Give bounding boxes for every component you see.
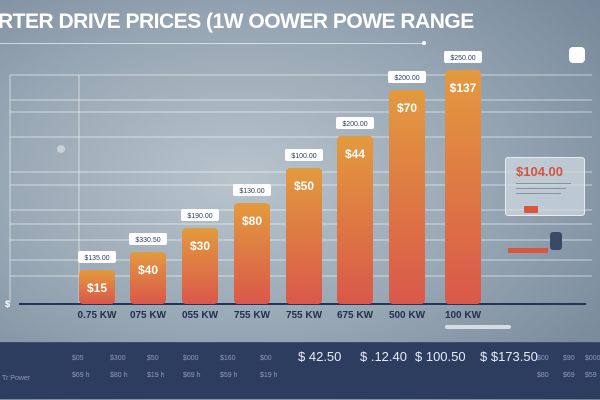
price-callout-card: $104.00 [505,157,585,216]
table-cell: $50 [147,355,159,362]
decor-dot [57,145,65,153]
bar [79,270,115,304]
price-tag [181,209,219,221]
table-cell: $80 h [110,372,128,379]
table-cell: $05 [72,355,84,362]
bar [337,136,373,304]
bar [389,90,425,304]
table-cell: $80 [537,372,549,379]
x-tick-label: 075 KW [130,310,167,321]
price-tag-text: $250.00 [450,55,475,62]
price-tag-text: $330.50 [135,237,160,244]
x-tick-label: 055 KW [182,310,219,321]
table-cell: $69 [563,372,575,379]
table-value: $ $173.50 [480,349,538,364]
callout-price: $104.00 [516,164,563,179]
callout-text-line [516,188,566,189]
price-tag [285,149,323,161]
price-tag [336,117,374,129]
table-cell: $000 [183,355,199,362]
price-tag [129,233,167,245]
price-tag-text: $135.00 [84,255,109,262]
bar-value-label: $40 [138,263,158,277]
price-tag [388,71,426,83]
x-tick-label: 100 KW [445,310,482,321]
price-table [0,342,600,399]
table-cell: $69 h [183,372,201,379]
bar-value-label: $50 [294,179,314,193]
table-cell: $69 h [72,372,90,379]
price-tag-text: $100.00 [291,153,316,160]
table-cell: $59 h [220,372,238,379]
decor-square [569,47,585,63]
price-tag-text: $130.00 [239,188,264,195]
title-underline [0,43,424,44]
bar [286,168,322,304]
bar-chart: $ $15 $135.00 0.75 KW $40 $330.50 075 KW $30 $19… [5,51,586,321]
callout-text-line [516,193,561,194]
table-cell: $00 [537,355,549,362]
bar [130,252,166,304]
chart-title: RTER DRIVE PRICES (1W OOWER POWE RANGE [0,10,474,33]
table-cell: $000 [585,355,600,362]
price-tag-text: $190.00 [187,213,212,220]
price-tag-text: $200.00 [342,121,367,128]
y-axis-label: $ [5,299,10,309]
x-tick-label: 675 KW [337,310,374,321]
table-cell: $160 [220,355,236,362]
table-value: $ .12.40 [360,349,407,364]
decor-dot [422,41,426,45]
horizontal-scrollbar[interactable] [445,325,511,329]
bar [182,228,218,304]
bar [445,70,481,304]
table-cell: $19 h [260,372,278,379]
x-tick-label: 500 KW [389,310,426,321]
table-value: $ 42.50 [298,349,342,364]
x-tick-label: 755 KW [234,310,271,321]
callout-stand [508,248,548,253]
callout-button[interactable] [524,206,538,213]
table-cell: $19 h [147,372,165,379]
callout-text-line [516,183,571,184]
table-cell: $59 [585,372,597,379]
bar-value-label: $80 [242,214,262,228]
row-label: Tr Power [2,375,31,382]
price-tag [233,184,271,196]
bar [234,203,270,304]
price-tag [444,51,482,63]
bar-value-label: $70 [397,101,417,115]
table-cell: $00 [260,355,272,362]
table-cell: $300 [110,355,126,362]
bar-value-label: $137 [450,81,477,95]
price-tag-text: $200.00 [394,75,419,82]
price-tag [78,251,116,263]
bar-value-label: $44 [345,147,365,161]
bar-value-label: $15 [87,281,107,295]
x-tick-label: 0.75 KW [78,310,117,321]
bar-value-label: $30 [190,239,210,253]
table-cell: $90 [563,355,575,362]
x-tick-label: 755 KW [286,310,323,321]
device-icon [550,232,562,250]
table-value: $ 100.50 [415,349,466,364]
